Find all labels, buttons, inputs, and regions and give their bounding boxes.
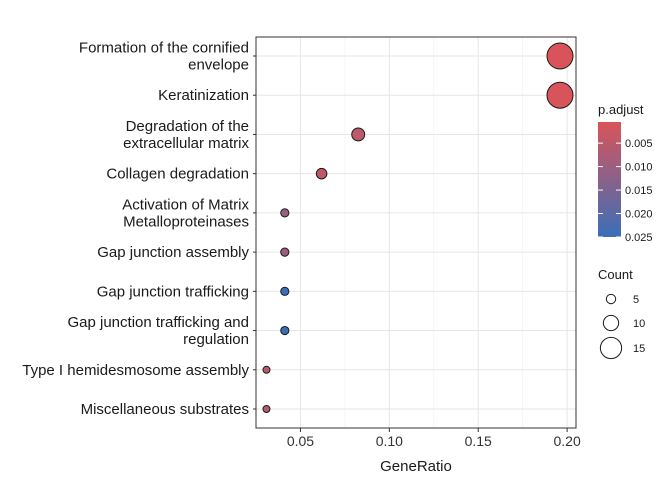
y-tick-label: Miscellaneous substrates <box>81 401 249 418</box>
size-legend: 5 10 15 <box>599 293 645 360</box>
color-tick-label: 0.005 <box>625 138 653 150</box>
y-tick-label: Degradation of the <box>126 118 249 135</box>
y-tick-label: regulation <box>183 331 249 348</box>
plot-border <box>255 36 577 429</box>
data-point <box>546 81 574 109</box>
x-axis-title: GeneRatio <box>380 458 452 475</box>
size-legend-circle <box>599 336 623 360</box>
grid <box>256 37 576 428</box>
color-tick-label: 0.010 <box>625 162 653 174</box>
y-tick-label: Metalloproteinases <box>123 213 249 230</box>
points <box>262 42 574 413</box>
data-point <box>262 405 271 413</box>
data-point <box>315 167 328 180</box>
data-point <box>280 247 290 257</box>
size-legend-circle <box>602 314 620 332</box>
size-legend-label: 10 <box>633 318 645 330</box>
color-tick-label: 0.015 <box>625 185 653 197</box>
y-tick-label: Gap junction assembly <box>97 244 249 261</box>
color-tick-label: 0.025 <box>625 232 653 244</box>
data-point <box>262 365 271 374</box>
size-legend-label: 5 <box>633 294 639 306</box>
y-tick-label: Formation of the cornified <box>79 40 249 57</box>
y-tick-label: Type I hemidesmosome assembly <box>22 362 249 379</box>
x-tick-label: 0.10 <box>376 433 403 449</box>
data-point <box>280 208 290 218</box>
y-tick-label: Collagen degradation <box>106 166 249 183</box>
y-tick-label: Gap junction trafficking and <box>67 314 249 331</box>
y-tick-label: Keratinization <box>158 87 249 104</box>
data-point <box>280 286 290 296</box>
color-legend-ticks: 0.005 0.010 0.015 0.020 0.025 <box>598 138 653 244</box>
data-point <box>546 42 574 70</box>
color-legend-title: p.adjust <box>598 102 644 117</box>
y-tick-label: extracellular matrix <box>123 135 249 152</box>
x-tick-label: 0.20 <box>553 433 580 449</box>
y-tick-label: Gap junction trafficking <box>97 283 249 300</box>
data-point <box>280 325 290 336</box>
x-tick-label: 0.05 <box>287 433 314 449</box>
x-tick-label: 0.15 <box>465 433 492 449</box>
size-legend-label: 15 <box>633 343 645 355</box>
y-tick-label: envelope <box>188 57 249 74</box>
x-axis-ticks: 0.05 0.10 0.15 0.20 <box>287 428 581 449</box>
color-tick-label: 0.020 <box>625 209 653 221</box>
size-legend-title: Count <box>598 267 633 282</box>
size-legend-circle <box>605 293 617 305</box>
y-tick-label: Activation of Matrix <box>122 196 249 213</box>
data-point <box>351 127 366 142</box>
color-legend-bar <box>598 122 621 237</box>
